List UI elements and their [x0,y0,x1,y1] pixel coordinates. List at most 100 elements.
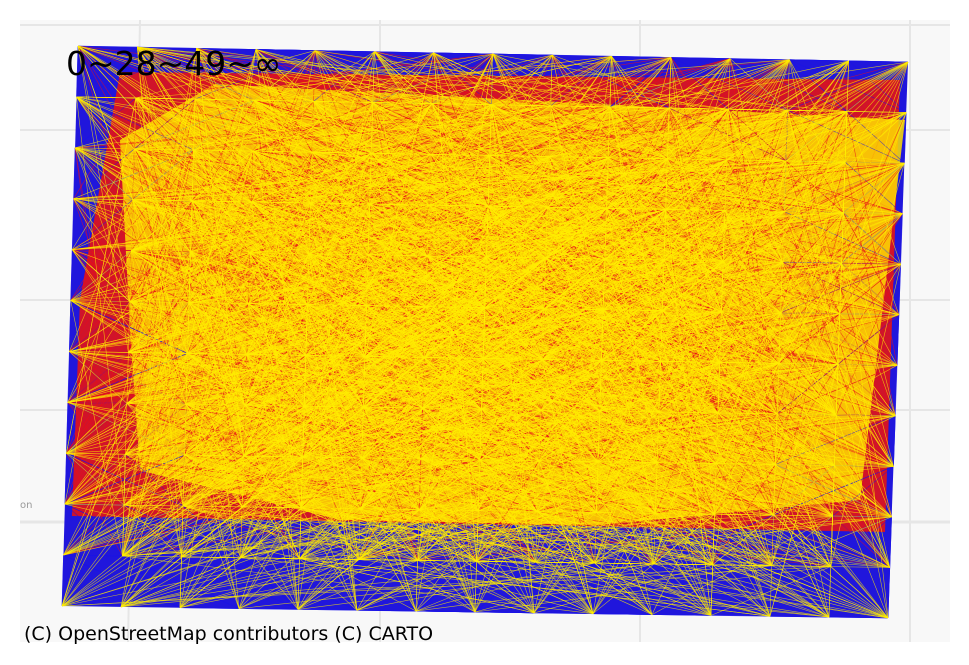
flow-line [364,356,595,564]
flow-line [181,104,492,558]
flow-line [655,59,790,514]
flow-line [769,616,830,618]
flow-line [724,210,889,619]
flow-line [843,60,849,213]
flow-line [425,53,494,307]
flow-line [125,453,417,612]
flow-line [488,161,846,207]
flow-line [128,306,426,353]
flow-line [120,562,595,608]
flow-line [313,101,771,617]
flow-line [773,112,907,516]
flow-line [182,104,492,507]
flow-line [898,264,901,315]
flow-line [315,50,729,110]
flow-line [832,515,891,568]
flow-line [602,309,656,514]
flow-line [66,453,241,558]
flow-line [545,257,833,517]
flow-line [300,51,375,508]
flow-line [137,46,729,110]
flow-line [254,100,417,612]
flow-line [602,309,712,616]
flow-line [545,257,724,262]
flow-line [137,46,197,49]
flow-line [73,157,609,199]
flow-line [252,151,358,611]
flow-line [658,57,672,413]
flow-line [132,199,240,609]
flow-line [427,255,545,309]
flow-line [830,515,833,567]
flow-line [423,357,538,512]
flow-line [185,404,712,616]
flow-line [181,112,907,558]
flow-line [191,200,417,612]
flow-line [893,415,896,467]
flow-line [122,405,305,557]
flow-line [552,54,611,108]
flow-line [491,104,666,210]
flow-line [606,60,849,209]
flow-line [667,158,783,263]
flow-line [904,112,907,164]
flow-line [655,513,833,517]
flow-line [123,56,612,506]
flow-line [476,263,901,562]
flow-line [368,211,785,256]
flow-line [126,354,247,404]
road-label: on [20,500,33,511]
flow-line [785,160,839,365]
flow-line [481,408,835,466]
flow-line [307,304,719,414]
flow-line [63,212,844,556]
flow-line [896,314,900,366]
flow-line [662,262,842,311]
flow-line [716,415,896,464]
flow-line [73,147,76,199]
flow-line [69,305,367,352]
flow-line [63,554,123,557]
flow-line [592,613,653,615]
flow-line [255,49,660,413]
flow-line [252,150,840,314]
flow-line [255,49,479,511]
flow-line [594,562,831,567]
flow-line [73,198,359,560]
flow-line [70,249,73,301]
flow-line [835,163,905,415]
flow-line [126,259,665,404]
flow-line [76,96,125,506]
flow-line [246,354,421,460]
flow-line [834,465,894,467]
flow-line [132,199,776,465]
flow-line [300,262,842,509]
flow-line [789,59,849,62]
flow-line [66,97,137,454]
flow-line [191,200,712,616]
flow-line [241,456,244,507]
flow-line [841,263,896,416]
flow-lines-high [61,45,909,619]
flow-line [69,300,71,352]
flow-line [74,147,597,513]
flow-line [61,555,64,607]
flow-line [125,453,243,508]
flow-line [547,207,654,564]
flow-line [775,464,892,518]
flow-line [374,51,781,313]
flow-line [307,158,668,305]
flow-line [134,97,137,149]
flow-line [126,48,197,404]
flow-legend: 0~28~49~∞ [66,44,282,83]
flow-line [417,260,724,561]
flow-line [74,147,193,202]
flow-line [302,456,420,510]
flow-line [125,210,726,455]
flow-line [74,147,131,302]
flow-line [194,98,489,207]
flow-line [900,213,903,265]
flow-line [63,156,550,556]
flow-line [71,198,74,250]
